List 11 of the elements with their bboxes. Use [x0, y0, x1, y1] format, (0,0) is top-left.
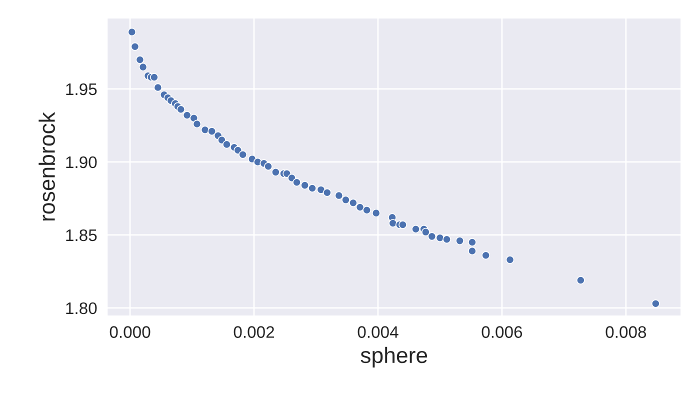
- x-tick-label: 0.002: [234, 326, 274, 338]
- x-tick-label: 0.006: [482, 326, 522, 338]
- x-axis-title: sphere: [360, 346, 428, 368]
- y-tick-label: 1.90: [66, 156, 97, 168]
- x-tick-label: 0.000: [110, 326, 150, 338]
- x-tick-label: 0.008: [606, 326, 646, 338]
- x-tick-label: 0.004: [358, 326, 398, 338]
- y-tick-label: 1.80: [66, 302, 97, 314]
- y-tick-label: 1.85: [66, 229, 97, 242]
- y-axis-title: rosenbrock: [38, 112, 55, 220]
- y-tick-label: 1.95: [66, 83, 97, 96]
